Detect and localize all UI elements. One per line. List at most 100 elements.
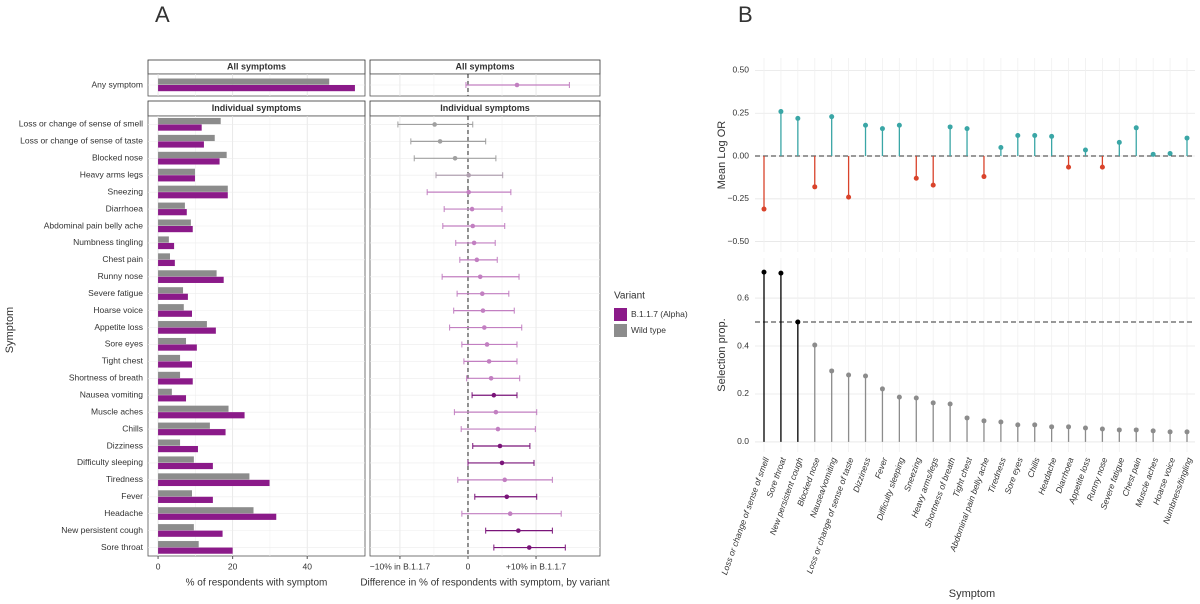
lollipop-head [1066,424,1072,430]
lollipop-head [1082,147,1088,153]
y-tick-label: Difficulty sleeping [77,457,143,467]
bar [158,473,250,480]
point [452,156,458,161]
point [488,376,494,381]
bar [158,422,210,429]
lollipop-head [879,126,885,132]
lollipop-head [778,270,784,276]
x-tick-label: Fever [873,455,890,480]
bar [158,439,181,446]
y-tick-label: 0.00 [732,150,749,160]
lollipop-head [1116,139,1122,145]
lollipop-head [1116,427,1122,433]
y-tick-label: Any symptom [92,79,144,89]
facet-title: All symptoms [227,61,286,71]
y-tick-label: Chest pain [102,254,143,264]
y-axis-title: Selection prop. [716,318,728,391]
lollipop-head [1032,132,1038,138]
y-tick-label: Severe fatigue [88,288,143,298]
point [471,240,477,246]
y-tick-label: Sore throat [101,542,144,552]
bar [158,209,187,216]
lollipop-head [1015,132,1021,138]
y-tick-label: Numbness tingling [73,237,143,247]
bar [158,354,181,362]
lollipop-head [879,386,885,392]
lollipop-head [778,109,784,115]
point [491,392,497,398]
facet-title: Individual symptoms [212,103,302,113]
y-tick-label: Loss or change of sense of smell [19,119,143,129]
lollipop-head [1150,428,1156,434]
bar [158,321,207,328]
point [514,82,520,88]
bar [158,276,224,283]
bar [158,337,187,345]
bar [158,202,185,209]
point [480,308,486,313]
x-tick-label: 0 [466,561,471,571]
bar [158,490,192,497]
bar [158,524,194,531]
panel-label: A [155,2,170,27]
y-tick-label: Headache [104,508,143,518]
lollipop-head [1015,422,1021,428]
y-tick-label: 0.2 [737,388,749,398]
bar [158,479,270,487]
point [479,291,485,296]
point [466,172,471,178]
bar [158,242,175,250]
bar [158,185,228,192]
x-tick-label: Chills [1025,455,1042,479]
lollipop-head [761,206,767,212]
legend-title: Variant [614,291,645,302]
y-tick-label: Nausea vomiting [80,389,144,399]
lollipop-head [863,373,869,379]
bar [158,134,215,142]
lollipop-head [846,194,852,200]
lollipop-head [964,126,970,132]
facet-title: All symptoms [455,61,514,71]
lollipop-head [829,114,835,120]
y-tick-label: Heavy arms legs [80,169,143,179]
bar [158,456,194,463]
lollipop-head [812,184,818,190]
lollipop-head [964,415,970,421]
bar [158,462,213,470]
legend-label: Wild type [631,325,666,335]
lollipop-head [1133,125,1139,131]
y-tick-label: Hoarse voice [93,305,143,315]
lollipop-head [981,174,987,180]
point [499,460,505,466]
point [502,477,508,483]
y-tick-label: Blocked nose [92,153,143,163]
lollipop-head [947,124,953,130]
y-axis-title: Symptom [4,307,16,353]
lollipop-head [930,182,936,188]
lollipop-head [829,368,835,374]
bar [158,327,216,334]
bar [158,293,188,300]
y-tick-label: Loss or change of sense of taste [20,136,143,146]
y-tick-label: Tight chest [102,356,144,366]
y-tick-label: Sneezing [108,186,144,196]
y-tick-label: 0.0 [737,436,749,446]
panel-label: B [738,2,753,27]
lollipop-head [1066,164,1072,170]
lollipop-head [896,122,902,128]
plot-area [147,115,366,557]
x-tick-label: +10% in B.1.1.7 [506,561,567,571]
y-tick-label: Fever [121,491,143,501]
point [470,223,476,229]
bar [158,513,277,520]
facet-title: Individual symptoms [440,103,530,113]
lollipop-head [998,419,1004,425]
lollipop-head [1167,150,1173,156]
x-tick-label: 0 [156,561,161,571]
x-axis-title: Symptom [949,588,995,600]
bar [158,388,172,395]
y-tick-label: −0.25 [727,193,749,203]
point [432,122,437,127]
lollipop-head [1049,424,1055,430]
y-tick-label: New persistent cough [61,525,143,535]
